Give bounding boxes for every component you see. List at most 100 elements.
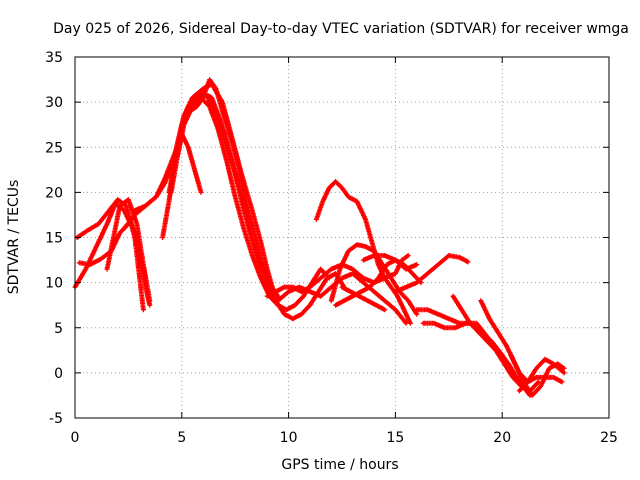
data-point [404,267,408,271]
y-tick-label: 0 [54,366,63,382]
data-point [443,326,446,329]
data-point [167,191,171,194]
data-point [334,304,337,307]
series-arc-10 [190,95,332,313]
data-point [144,204,147,208]
data-point [509,353,512,356]
data-point [426,272,429,275]
data-point [257,258,260,262]
data-point [105,222,109,226]
x-tick-label: 10 [280,430,298,446]
data-point [475,322,478,325]
data-point [404,322,408,325]
series-arc-09 [166,131,204,195]
data-point [415,308,418,311]
data-point [122,227,126,230]
data-point [325,276,329,280]
data-point [315,218,318,221]
data-point [338,267,342,271]
data-point [214,87,218,90]
data-point [469,322,472,325]
data-point [300,290,303,293]
data-point [180,132,183,135]
data-point [543,376,547,379]
series-arc-15 [328,242,420,317]
data-point [191,105,194,108]
data-point [479,299,482,302]
data-point [231,164,235,167]
data-point [460,308,463,311]
data-point [99,258,102,261]
data-point [182,123,186,126]
data-point [340,285,344,289]
data-point [334,180,337,183]
data-point [266,295,269,298]
data-point [466,260,470,264]
data-point [415,313,418,316]
data-point [548,367,551,370]
data-point [283,313,286,316]
data-point [242,227,245,230]
data-point [84,267,87,271]
y-tick-label: 35 [45,50,63,66]
data-point [394,258,397,262]
data-point [543,358,547,361]
data-point [266,281,269,284]
data-point [530,394,534,397]
series-arc-25 [516,356,567,394]
data-point [193,168,196,171]
data-point [562,367,566,370]
data-point [385,263,389,266]
x-tick-label: 25 [600,430,618,446]
y-tick-label: 30 [45,95,63,111]
data-point [291,317,295,320]
series-arc-19 [392,253,471,295]
marker-trace [204,99,347,322]
data-point [347,249,350,253]
data-point [300,313,303,316]
data-point [330,299,333,302]
data-point [409,322,412,325]
data-point [436,313,440,316]
data-point [86,229,90,232]
data-point [155,195,158,199]
data-point [199,96,203,99]
data-point [187,146,190,149]
data-point [505,344,508,347]
x-axis-label: GPS time / hours [281,457,398,473]
data-point [518,389,521,393]
data-point [407,254,410,257]
data-point [454,326,457,329]
data-point [189,110,192,113]
data-point [372,290,376,293]
data-point [372,249,376,253]
data-point [229,137,233,140]
data-point [125,204,128,208]
data-point [122,209,126,212]
data-point [161,236,164,239]
data-point [148,304,151,307]
data-point [142,308,145,311]
data-point [447,317,450,320]
data-point [308,285,312,289]
data-point [560,380,564,384]
chart-title: Day 025 of 2026, Sidereal Day-to-day VTE… [53,21,629,37]
data-point [274,290,277,293]
data-point [249,231,252,235]
data-point [221,110,224,113]
data-point [118,204,122,208]
data-point [328,186,331,190]
x-tick-label: 20 [493,430,511,446]
data-point [187,105,190,108]
y-tick-label: 10 [45,276,63,292]
data-point [458,256,461,259]
data-point [308,304,312,307]
data-point [206,100,209,104]
data-point [251,254,254,257]
data-point [518,371,521,375]
data-point [216,128,220,131]
data-point [225,159,228,162]
data-point [253,231,256,235]
data-point [105,267,109,271]
data-point [163,177,166,180]
